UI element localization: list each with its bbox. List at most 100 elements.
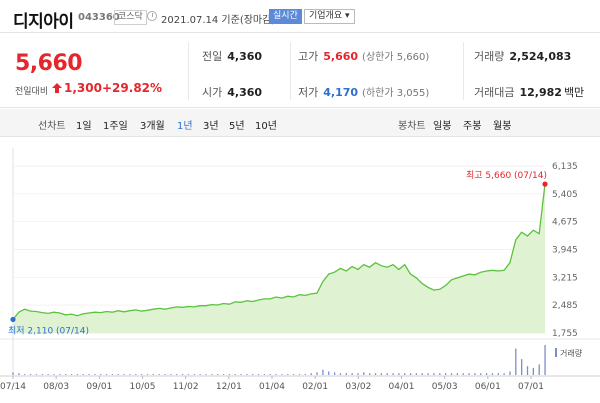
high-price: 고가 5,660 (상한가 5,660) [298, 48, 429, 64]
divider [290, 42, 291, 100]
volume-bar [187, 374, 190, 375]
volume-bar [252, 374, 254, 375]
y-tick-label: 1,755 [552, 329, 578, 339]
divider [188, 42, 189, 100]
volume-bar [374, 373, 377, 375]
x-tick-label: 07/01 [518, 382, 544, 392]
volume-bar [88, 374, 90, 375]
volume-bar [41, 374, 43, 375]
volume-bar [345, 373, 347, 375]
volume-bar [246, 374, 248, 375]
volume-bar [193, 374, 195, 375]
high-value: 5,660 [323, 50, 359, 63]
turnover-label: 거래대금 [474, 86, 515, 99]
period-1w[interactable]: 1주일 [103, 121, 128, 132]
volume-bar [521, 359, 523, 375]
upper-limit: (상한가 5,660) [362, 52, 430, 63]
volume-bar [409, 373, 412, 375]
volume-bar [433, 373, 435, 375]
volume-bar [141, 374, 143, 375]
period-3m[interactable]: 3개월 [140, 121, 165, 132]
period-10y[interactable]: 10년 [255, 121, 277, 132]
volume-bar [339, 373, 342, 375]
volume-bar [392, 373, 394, 375]
volume-bar [538, 364, 540, 375]
volume-bar [544, 345, 546, 375]
volume-bar [105, 374, 108, 375]
volume-bar [287, 374, 289, 375]
volume-bar [257, 374, 260, 375]
x-tick-label: 06/01 [475, 382, 501, 392]
turnover: 거래대금 12,982 백만 [474, 84, 584, 100]
x-tick-label: 02/01 [302, 382, 328, 392]
volume-bar [100, 374, 102, 375]
open-label: 시가 [202, 86, 223, 99]
period-1y[interactable]: 1년 [177, 121, 193, 132]
volume-bar [532, 367, 535, 375]
company-info-dropdown[interactable]: 기업개요 ▾ [304, 9, 355, 24]
volume-label: 거래량 [474, 50, 505, 63]
period-5y[interactable]: 5년 [229, 121, 245, 132]
volume: 거래량 2,524,083 [474, 48, 571, 64]
volume-bar [357, 373, 359, 375]
volume-bar [404, 373, 406, 375]
low-value: 4,170 [323, 86, 359, 99]
volume-bar [333, 372, 336, 375]
volume-bar [18, 373, 20, 375]
x-tick-label: 05/03 [432, 382, 458, 392]
volume-bar [328, 371, 330, 375]
high-label: 고가 [298, 50, 319, 63]
x-tick-label: 08/03 [43, 382, 69, 392]
low-label: 저가 [298, 86, 319, 99]
y-tick-label: 6,135 [552, 162, 578, 172]
volume-bar [263, 374, 266, 375]
volume-bar [515, 348, 517, 375]
change-amount: 1,300 [64, 81, 102, 95]
turnover-value: 12,982 [519, 86, 562, 99]
period-3y[interactable]: 3년 [203, 121, 219, 132]
volume-bar [526, 366, 529, 375]
volume-bar [427, 373, 429, 375]
candle-daily[interactable]: 일봉 [433, 121, 452, 132]
lower-limit: (하한가 3,055) [362, 88, 430, 99]
volume-bar [135, 374, 137, 375]
candle-weekly[interactable]: 주봉 [463, 121, 482, 132]
x-tick-label: 12/01 [216, 382, 242, 392]
line-chart-label: 선차트 [38, 121, 66, 132]
volume-bar [53, 374, 55, 375]
volume-bar [146, 374, 149, 375]
clock-icon [147, 11, 157, 21]
volume-bar [380, 373, 383, 375]
volume-bar [228, 374, 231, 375]
volume-legend-label: 거래량 [560, 348, 583, 358]
volume-bar [47, 374, 49, 375]
volume-bar [304, 374, 307, 375]
volume-bar [468, 373, 470, 375]
volume-bar [497, 373, 499, 375]
volume-bar [456, 373, 459, 375]
candle-chart-label: 봉차트 [398, 121, 426, 132]
volume-bar [181, 374, 184, 375]
volume-legend-swatch [555, 348, 557, 357]
volume-bar [398, 373, 400, 375]
high-annotation: 최고 5,660 (07/14) [466, 170, 547, 181]
low-price: 저가 4,170 (하한가 3,055) [298, 84, 429, 100]
prev-close-value: 4,360 [227, 50, 263, 63]
volume-bar [415, 373, 418, 375]
volume-bar [217, 374, 219, 375]
volume-bar [152, 374, 155, 375]
volume-bar [82, 374, 84, 375]
period-1d[interactable]: 1일 [76, 121, 92, 132]
prev-close: 전일 4,360 [202, 48, 262, 64]
volume-bar [445, 373, 447, 375]
x-tick-label: 01/04 [259, 382, 285, 392]
volume-bar [164, 374, 166, 375]
realtime-button[interactable]: 실시간 [269, 9, 302, 24]
volume-bar [234, 374, 236, 375]
volume-bar [363, 372, 365, 375]
candle-monthly[interactable]: 월봉 [493, 121, 512, 132]
y-tick-label: 2,485 [552, 301, 578, 311]
price-chart[interactable]: 6,135 5,405 4,675 3,945 3,215 2,485 1,755 거래량 … [0, 138, 600, 403]
volume-bar [439, 373, 441, 375]
